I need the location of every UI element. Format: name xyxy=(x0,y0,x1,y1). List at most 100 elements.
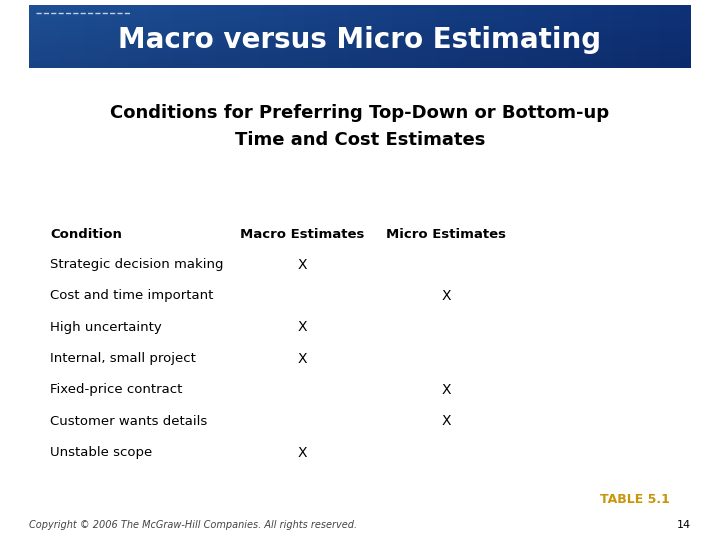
Text: TABLE 5.1: TABLE 5.1 xyxy=(600,493,670,506)
Bar xyxy=(371,5,382,68)
Bar xyxy=(404,5,415,68)
Bar xyxy=(449,5,459,68)
Bar xyxy=(217,5,228,68)
Bar xyxy=(29,51,691,53)
Bar xyxy=(172,5,184,68)
Bar xyxy=(470,5,482,68)
Bar xyxy=(415,5,426,68)
Bar xyxy=(29,45,691,47)
Bar xyxy=(29,65,691,68)
Text: Copyright © 2006 The McGraw-Hill Companies. All rights reserved.: Copyright © 2006 The McGraw-Hill Compani… xyxy=(29,520,357,530)
Bar xyxy=(492,5,503,68)
Text: Internal, small project: Internal, small project xyxy=(50,352,197,365)
Bar xyxy=(29,40,691,43)
Text: X: X xyxy=(441,414,451,428)
Bar xyxy=(349,5,360,68)
Bar xyxy=(29,11,691,14)
Bar xyxy=(29,28,691,30)
Bar xyxy=(29,10,691,11)
Bar xyxy=(426,5,437,68)
Bar xyxy=(29,59,691,62)
Bar xyxy=(29,57,691,59)
Bar xyxy=(29,24,691,26)
Bar xyxy=(51,5,62,68)
Text: Macro versus Micro Estimating: Macro versus Micro Estimating xyxy=(118,25,602,53)
Bar xyxy=(526,5,536,68)
Bar xyxy=(150,5,161,68)
Text: Time and Cost Estimates: Time and Cost Estimates xyxy=(235,131,485,150)
Bar xyxy=(29,22,691,24)
Bar xyxy=(338,5,349,68)
Bar xyxy=(29,20,691,22)
Text: Unstable scope: Unstable scope xyxy=(50,446,153,459)
Text: Strategic decision making: Strategic decision making xyxy=(50,258,224,271)
Bar xyxy=(29,16,691,18)
Bar xyxy=(84,5,95,68)
Text: X: X xyxy=(297,320,307,334)
Bar xyxy=(29,5,40,68)
Bar xyxy=(29,53,691,55)
Bar xyxy=(250,5,261,68)
Bar xyxy=(283,5,294,68)
Bar xyxy=(205,5,217,68)
Bar xyxy=(29,38,691,40)
Text: X: X xyxy=(297,258,307,272)
Text: Customer wants details: Customer wants details xyxy=(50,415,207,428)
Bar xyxy=(261,5,271,68)
Bar xyxy=(316,5,327,68)
Bar xyxy=(62,5,73,68)
Bar xyxy=(592,5,603,68)
Bar xyxy=(669,5,680,68)
Text: Conditions for Preferring Top-Down or Bottom-up: Conditions for Preferring Top-Down or Bo… xyxy=(110,104,610,123)
Text: X: X xyxy=(441,289,451,303)
Bar xyxy=(570,5,581,68)
Bar xyxy=(29,37,691,38)
Bar xyxy=(271,5,283,68)
Bar xyxy=(536,5,548,68)
Bar xyxy=(658,5,669,68)
Text: 14: 14 xyxy=(677,520,691,530)
Bar xyxy=(106,5,117,68)
Bar xyxy=(29,5,691,8)
Bar xyxy=(515,5,526,68)
Bar xyxy=(382,5,393,68)
Bar xyxy=(503,5,515,68)
Bar xyxy=(29,32,691,35)
Text: Fixed-price contract: Fixed-price contract xyxy=(50,383,183,396)
Bar xyxy=(29,63,691,65)
Bar xyxy=(327,5,338,68)
Bar xyxy=(360,5,371,68)
Bar xyxy=(29,18,691,20)
Bar xyxy=(29,49,691,51)
Text: X: X xyxy=(297,446,307,460)
Bar xyxy=(29,35,691,36)
Text: X: X xyxy=(441,383,451,397)
Text: High uncertainty: High uncertainty xyxy=(50,321,162,334)
Text: Macro Estimates: Macro Estimates xyxy=(240,228,364,241)
Bar xyxy=(482,5,492,68)
Bar xyxy=(40,5,51,68)
Bar xyxy=(459,5,470,68)
Bar xyxy=(128,5,139,68)
Bar xyxy=(625,5,636,68)
Bar xyxy=(29,30,691,32)
Text: Cost and time important: Cost and time important xyxy=(50,289,214,302)
Bar xyxy=(559,5,570,68)
Bar xyxy=(95,5,106,68)
Bar xyxy=(647,5,658,68)
Bar xyxy=(393,5,404,68)
Bar xyxy=(139,5,150,68)
Bar xyxy=(161,5,172,68)
Bar xyxy=(680,5,691,68)
Bar xyxy=(29,47,691,49)
Text: Condition: Condition xyxy=(50,228,122,241)
Text: Micro Estimates: Micro Estimates xyxy=(387,228,506,241)
Bar xyxy=(581,5,592,68)
Bar xyxy=(636,5,647,68)
Bar xyxy=(294,5,305,68)
Bar xyxy=(548,5,559,68)
Bar xyxy=(29,55,691,57)
Bar xyxy=(228,5,238,68)
Bar xyxy=(29,43,691,45)
Bar xyxy=(614,5,625,68)
